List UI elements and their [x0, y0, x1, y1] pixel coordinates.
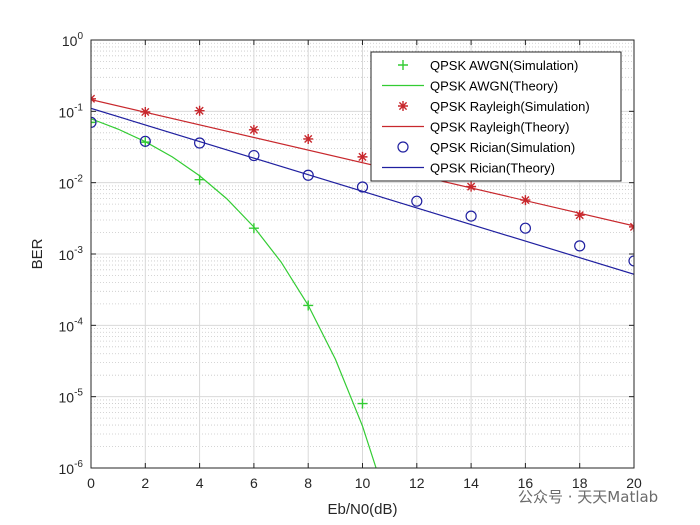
x-tick-label: 14: [463, 475, 479, 491]
x-tick-label: 8: [304, 475, 312, 491]
x-tick-label: 16: [518, 475, 534, 491]
series-4-marker: [139, 135, 151, 147]
legend-label-0: QPSK AWGN(Simulation): [430, 58, 578, 73]
series-group: [91, 93, 634, 468]
legend-label-1: QPSK AWGN(Theory): [430, 79, 558, 94]
series-2-marker: [574, 210, 585, 221]
x-tick-label: 20: [626, 475, 642, 491]
x-tick-label: 18: [572, 475, 588, 491]
series-2-marker: [194, 105, 205, 116]
series-0-marker: [357, 398, 368, 409]
series-2-marker: [357, 151, 368, 162]
series-layer: [91, 93, 634, 468]
series-4-marker: [302, 169, 314, 181]
x-tick-label: 10: [355, 475, 371, 491]
legend-box: [370, 51, 622, 182]
y-tick-label: 10-2: [59, 174, 84, 192]
legend-label-3: QPSK Rayleigh(Theory): [430, 120, 569, 135]
series-4-marker: [356, 181, 369, 193]
legend-label-4: QPSK Rician(Simulation): [430, 140, 575, 155]
series-0-marker: [248, 223, 259, 234]
series-2-marker: [466, 181, 477, 192]
series-4-marker: [519, 222, 532, 234]
x-axis-label: Eb/N0(dB): [327, 501, 397, 518]
legend-marker-4: [397, 141, 409, 153]
series-line-5: [91, 107, 634, 275]
series-2-marker: [248, 124, 259, 135]
x-tick-label: 4: [196, 475, 204, 491]
watermark-text: 公众号 · 天天Matlab: [518, 488, 658, 506]
y-tick-label: 10-3: [59, 245, 84, 263]
y-tick-label: 100: [62, 31, 84, 49]
legend: QPSK AWGN(Simulation) QPSK AWGN(Theory) QP…: [370, 51, 622, 182]
minor-grid: [91, 42, 634, 447]
legend-label-2: QPSK Rayleigh(Simulation): [430, 99, 590, 114]
x-tick-label: 0: [87, 475, 95, 491]
y-tick-label: 10-1: [59, 102, 84, 120]
y-axis-label: BER: [29, 238, 46, 269]
series-4-marker: [248, 149, 260, 162]
series-4-marker: [628, 255, 634, 267]
legend-marker-2: [398, 101, 408, 111]
x-tick-label: 2: [141, 475, 149, 491]
series-line-3: [91, 99, 634, 227]
series-4-marker: [465, 210, 477, 222]
legend-marker-0: [398, 60, 408, 70]
series-0-marker: [91, 117, 96, 128]
series-2-marker: [303, 133, 314, 144]
y-tick-label: 10-6: [59, 459, 84, 477]
x-axis: 0 2 4 6 8 10 12 14 16 18 20: [87, 40, 642, 491]
y-tick-label: 10-5: [59, 388, 84, 406]
x-tick-label: 12: [409, 475, 425, 491]
y-axis: 10-6 10-5 10-4 10-3 10-2 10-1 100: [59, 31, 634, 477]
legend-label-5: QPSK Rician(Theory): [430, 161, 555, 176]
series-4-marker: [574, 240, 586, 252]
y-tick-label: 10-4: [59, 316, 84, 334]
series-4-marker: [91, 116, 97, 128]
x-tick-label: 6: [250, 475, 258, 491]
series-4-marker: [411, 195, 423, 207]
